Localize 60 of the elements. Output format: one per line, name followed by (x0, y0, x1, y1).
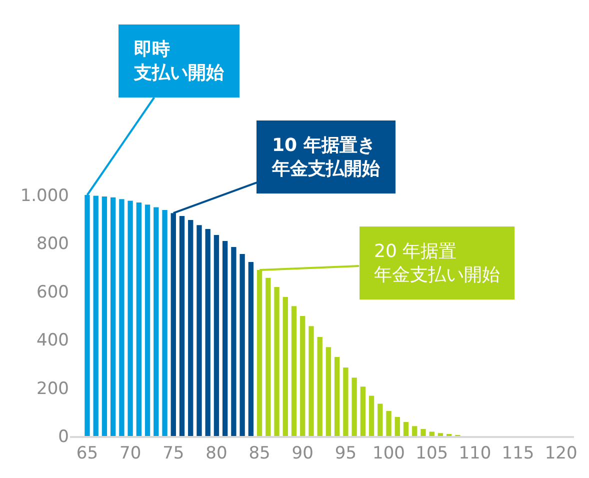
bar (162, 210, 168, 436)
bar (282, 296, 288, 436)
x-tick-label: 65 (76, 443, 98, 464)
bar (136, 202, 142, 436)
bar (326, 347, 332, 436)
bar (128, 200, 133, 436)
bar (231, 247, 236, 436)
bar (188, 220, 194, 436)
y-tick-label: 800 (36, 234, 69, 254)
bar (205, 228, 210, 436)
bar (378, 404, 383, 436)
bar (352, 378, 357, 436)
bar (368, 396, 374, 436)
bar (179, 216, 185, 436)
x-tick-label: 110 (458, 443, 492, 464)
bar (403, 422, 409, 436)
bar (412, 426, 418, 436)
y-tick-label: 400 (36, 330, 69, 351)
bar (291, 306, 297, 436)
annotation: 10 年据置き年金支払開始 (271, 135, 381, 180)
x-tick-label: 105 (416, 443, 448, 464)
bar (274, 287, 280, 436)
x-tick-label: 70 (119, 443, 142, 464)
x-tick-label: 80 (206, 443, 228, 464)
bar (360, 386, 366, 436)
bar (119, 199, 124, 436)
y-tick-label: 200 (36, 378, 69, 399)
x-tick-label: 115 (502, 443, 534, 464)
annotation: 20 年据置年金支払い開始 (374, 241, 500, 286)
bar (248, 262, 254, 436)
bar (317, 336, 322, 436)
bar (240, 254, 245, 436)
annotation: 即時支払い開始 (133, 39, 225, 84)
bar (300, 316, 306, 436)
x-tick-label: 95 (334, 443, 357, 464)
bar (110, 197, 116, 436)
bar (214, 235, 220, 436)
bar (222, 241, 228, 436)
bar (394, 416, 400, 436)
bar (386, 410, 392, 436)
bar (438, 433, 444, 436)
y-tick-label: 600 (36, 282, 69, 302)
bar (196, 225, 202, 436)
bar (93, 196, 98, 436)
y-tick-label: 0 (58, 426, 69, 447)
bar (334, 356, 340, 436)
x-tick-label: 100 (372, 443, 405, 464)
bar (266, 278, 271, 436)
x-tick-label: 75 (162, 443, 184, 464)
x-tick-label: 85 (248, 443, 270, 464)
x-tick-label: 90 (292, 443, 314, 464)
y-tick-label: 1.000 (20, 186, 69, 206)
bar (154, 207, 159, 436)
x-tick-label: 120 (544, 443, 578, 464)
bar (144, 204, 150, 436)
bar (308, 326, 314, 436)
bar (102, 196, 108, 436)
bar (420, 429, 426, 436)
bar (343, 368, 348, 436)
bar (429, 432, 434, 436)
